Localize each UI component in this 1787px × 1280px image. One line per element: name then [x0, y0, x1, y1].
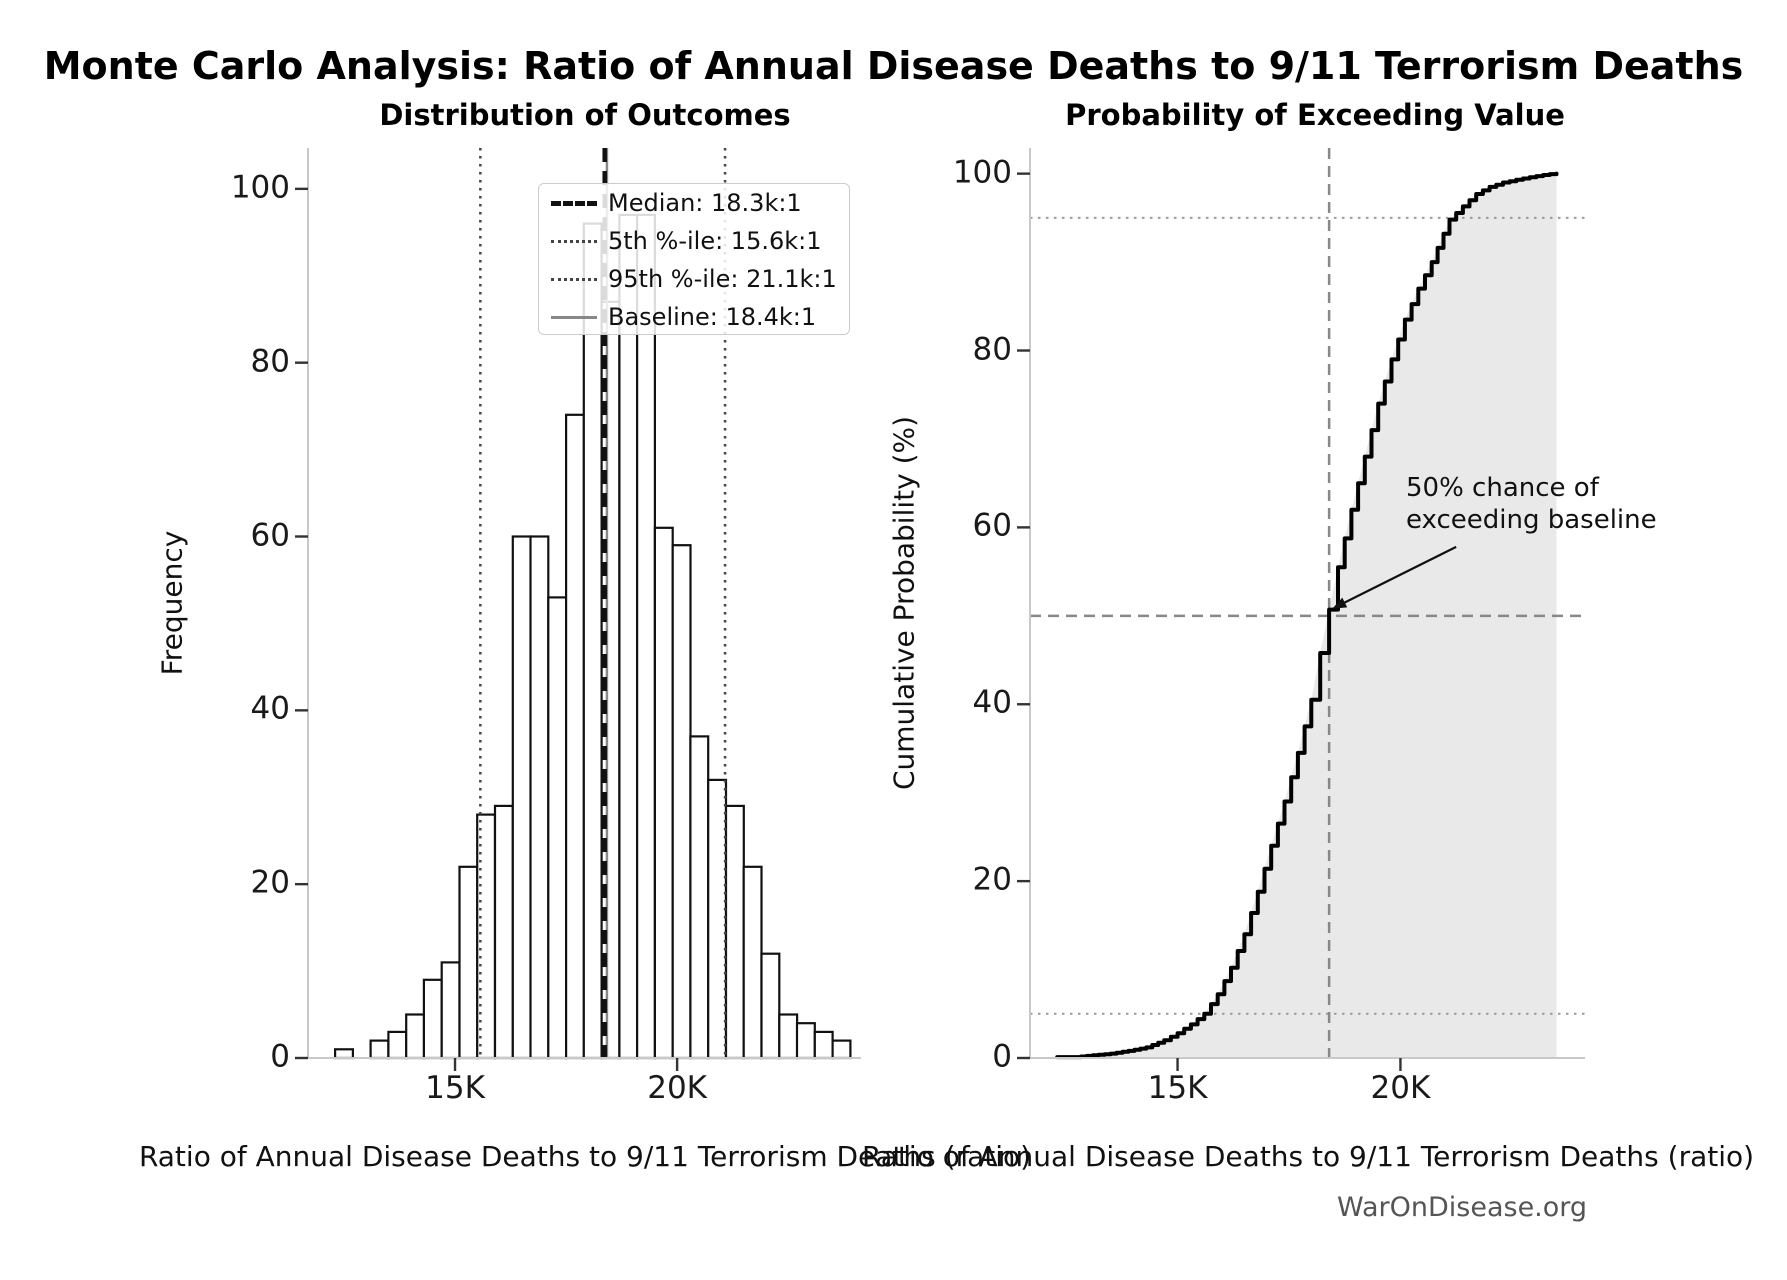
- histogram-bar: [653, 526, 674, 1060]
- histogram-bar: [778, 1013, 799, 1060]
- histogram-bar: [760, 952, 781, 1060]
- cdf-curve: [1055, 171, 1559, 1060]
- histogram-x-tick-label: 15K: [425, 1070, 485, 1106]
- histogram-y-tick-label: 100: [230, 169, 290, 206]
- histogram-bar: [564, 413, 585, 1060]
- legend: Median: 18.3k:1 5th %-ile: 15.6k:1 95th …: [538, 183, 850, 335]
- cdf-y-axis-label: Cumulative Probability (%): [887, 415, 921, 791]
- legend-item-baseline: Baseline: 18.4k:1: [539, 298, 849, 336]
- annotation-arrow-shaft: [1342, 545, 1457, 605]
- histogram-bar: [493, 804, 514, 1060]
- median-line-sample: [551, 200, 597, 206]
- histogram-bar: [440, 961, 461, 1060]
- legend-label: 5th %-ile: 15.6k:1: [608, 227, 822, 255]
- histogram-bar: [334, 1048, 355, 1060]
- histogram-y-tick-label: 40: [250, 690, 290, 727]
- histogram-y-axis-label: Frequency: [155, 530, 189, 676]
- legend-item-median: Median: 18.3k:1: [539, 184, 849, 222]
- histogram-bar: [813, 1030, 834, 1060]
- annotation-50-percent: 50% chance of exceeding baseline: [1406, 472, 1657, 536]
- cdf-x-tick-label: 20K: [1370, 1070, 1431, 1106]
- cdf-y-tick-label: 80: [972, 331, 1012, 368]
- histogram-x-tick-label: 20K: [647, 1070, 707, 1106]
- histogram-bar: [635, 213, 656, 1060]
- cdf-title: Probability of Exceeding Value: [1065, 98, 1565, 132]
- histogram-bar: [582, 222, 603, 1060]
- histogram-y-tick-label: 60: [250, 517, 290, 554]
- annotation-line-1: 50% chance of: [1406, 473, 1599, 503]
- cdf-x-tick-label: 15K: [1147, 1070, 1208, 1106]
- histogram-bar: [529, 535, 550, 1060]
- histogram-bar: [405, 1013, 426, 1060]
- histogram-bar: [671, 544, 692, 1060]
- legend-label: Baseline: 18.4k:1: [608, 303, 817, 331]
- baseline-line-sample: [551, 315, 597, 319]
- histogram-bar: [724, 804, 745, 1060]
- histogram-bar: [422, 978, 443, 1060]
- annotation-arrow-head: [1332, 597, 1348, 609]
- percentile-5-line-sample: [551, 239, 597, 243]
- cdf-y-tick-label: 0: [992, 1038, 1012, 1075]
- histogram-bar: [618, 213, 639, 1060]
- histogram-bar: [742, 865, 763, 1060]
- histogram-title: Distribution of Outcomes: [379, 98, 791, 132]
- cdf-y-tick-label: 40: [972, 684, 1012, 721]
- cdf-x-axis-label: Ratio of Annual Disease Deaths to 9/11 T…: [861, 1140, 1755, 1173]
- cdf-fill-area: [1057, 173, 1557, 1059]
- histogram-bar: [547, 596, 568, 1060]
- watermark: WarOnDisease.org: [1337, 1192, 1588, 1223]
- histogram-bar: [689, 735, 710, 1060]
- histogram-bar: [511, 535, 532, 1060]
- legend-item-percentile-95: 95th %-ile: 21.1k:1: [539, 260, 849, 298]
- histogram-y-tick-label: 20: [250, 864, 290, 901]
- histogram-bar: [458, 865, 479, 1060]
- histogram-bar: [369, 1039, 390, 1060]
- histogram-y-tick-label: 80: [250, 343, 290, 380]
- legend-label: 95th %-ile: 21.1k:1: [608, 265, 837, 293]
- histogram-x-axis-label: Ratio of Annual Disease Deaths to 9/11 T…: [138, 1140, 1032, 1173]
- histogram-y-tick-label: 0: [270, 1038, 290, 1075]
- annotation-line-2: exceeding baseline: [1406, 505, 1657, 535]
- histogram-bar: [707, 778, 728, 1060]
- figure-title: Monte Carlo Analysis: Ratio of Annual Di…: [43, 44, 1744, 88]
- percentile-95-line-sample: [551, 277, 597, 281]
- legend-item-percentile-5: 5th %-ile: 15.6k:1: [539, 222, 849, 260]
- histogram-bar: [387, 1030, 408, 1060]
- cdf-y-tick-label: 100: [952, 154, 1012, 191]
- histogram-bar: [831, 1039, 852, 1060]
- cdf-y-tick-label: 60: [972, 507, 1012, 544]
- cdf-y-tick-label: 20: [972, 861, 1012, 898]
- histogram-bar: [795, 1022, 816, 1060]
- legend-label: Median: 18.3k:1: [608, 189, 802, 217]
